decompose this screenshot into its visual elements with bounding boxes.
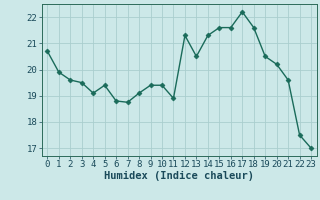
X-axis label: Humidex (Indice chaleur): Humidex (Indice chaleur) <box>104 171 254 181</box>
